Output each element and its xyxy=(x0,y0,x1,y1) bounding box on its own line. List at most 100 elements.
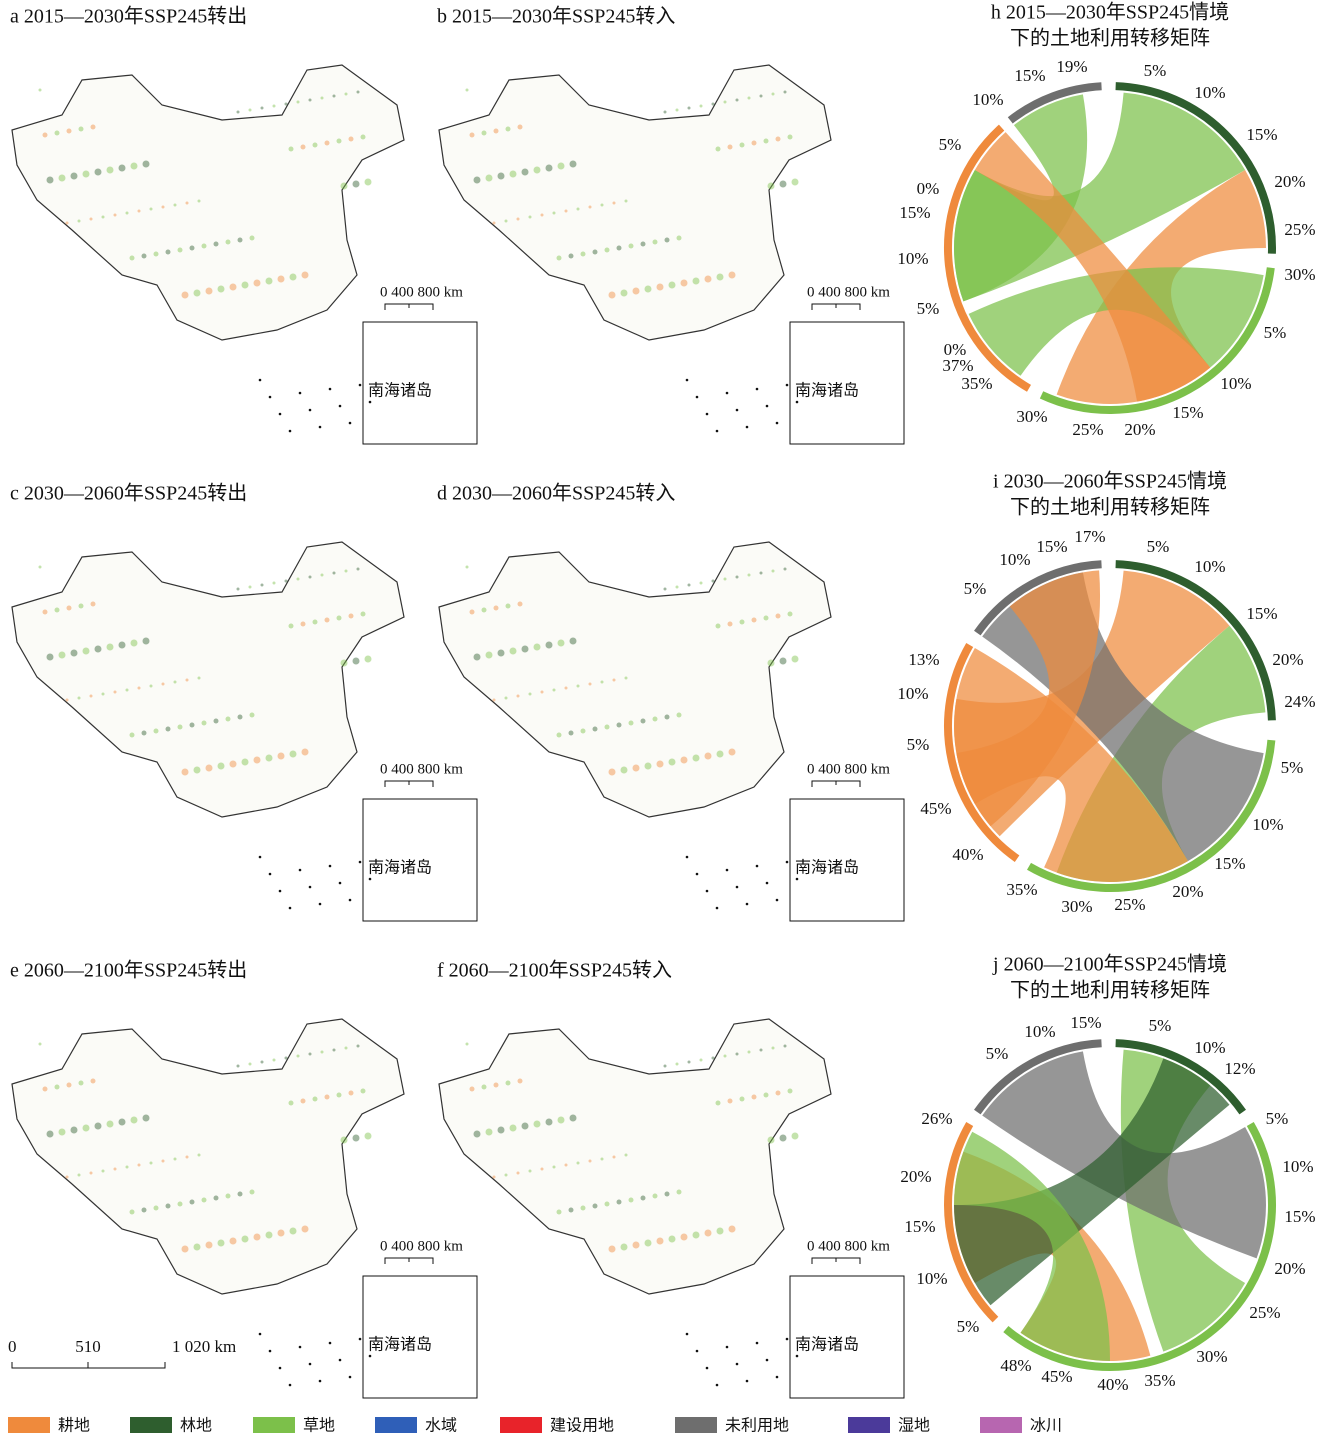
land-change-speck xyxy=(740,620,745,625)
land-change-speck xyxy=(677,713,682,718)
island xyxy=(349,422,352,425)
land-change-speck xyxy=(218,763,225,770)
island xyxy=(339,1359,342,1362)
land-change-speck xyxy=(226,240,231,245)
land-change-speck xyxy=(114,214,117,217)
land-change-speck xyxy=(613,202,616,205)
land-change-speck xyxy=(71,1127,78,1134)
island xyxy=(269,396,272,399)
land-change-speck xyxy=(593,1204,598,1209)
chord-tick-label: 25% xyxy=(1249,1303,1280,1322)
land-change-speck xyxy=(131,1117,138,1124)
land-change-speck xyxy=(768,660,775,667)
chord-tick-label: 5% xyxy=(1264,323,1287,342)
island xyxy=(289,1384,292,1387)
chord-tick-label: 5% xyxy=(1149,1016,1172,1035)
land-change-speck xyxy=(202,721,207,726)
panel-label: b 2015—2030年SSP245转入 xyxy=(437,5,675,28)
land-change-speck xyxy=(83,1125,90,1132)
land-change-speck xyxy=(752,141,757,146)
land-change-speck xyxy=(506,1081,511,1086)
land-change-speck xyxy=(780,181,787,188)
land-change-speck xyxy=(768,1137,775,1144)
land-change-speck xyxy=(541,1168,544,1171)
land-change-speck xyxy=(565,1164,568,1167)
chord-tick-label: 15% xyxy=(1070,1013,1101,1032)
land-change-speck xyxy=(78,1174,81,1177)
land-change-speck xyxy=(681,280,688,287)
land-change-speck xyxy=(505,220,508,223)
land-change-speck xyxy=(254,280,261,287)
land-change-speck xyxy=(154,252,159,257)
land-change-speck xyxy=(494,606,499,611)
land-change-speck xyxy=(278,276,285,283)
land-change-speck xyxy=(621,767,628,774)
island xyxy=(746,903,749,906)
legend-label: 草地 xyxy=(303,1416,335,1435)
land-change-speck xyxy=(130,256,135,261)
land-change-speck xyxy=(760,1049,763,1052)
land-change-speck xyxy=(186,1156,189,1159)
legend-label: 冰川 xyxy=(1030,1416,1062,1435)
land-change-speck xyxy=(261,107,264,110)
land-change-speck xyxy=(166,250,171,255)
scale-bar xyxy=(812,1258,860,1264)
land-change-speck xyxy=(47,1131,54,1138)
land-change-speck xyxy=(625,200,628,203)
land-change-speck xyxy=(130,733,135,738)
island xyxy=(756,865,759,868)
land-change-speck xyxy=(486,1129,493,1136)
china-outline xyxy=(12,542,404,817)
land-change-speck xyxy=(349,1091,354,1096)
land-change-speck xyxy=(681,757,688,764)
land-change-speck xyxy=(700,582,703,585)
land-change-speck xyxy=(114,1168,117,1171)
land-change-speck xyxy=(242,282,249,289)
land-change-speck xyxy=(102,693,105,696)
land-change-speck xyxy=(740,1097,745,1102)
land-change-speck xyxy=(114,691,117,694)
land-change-speck xyxy=(601,681,604,684)
land-change-speck xyxy=(166,1204,171,1209)
land-change-speck xyxy=(605,248,610,253)
land-change-speck xyxy=(78,220,81,223)
land-change-speck xyxy=(641,719,646,724)
land-change-speck xyxy=(250,713,255,718)
map-scale: 0 400 800 km xyxy=(807,284,890,300)
chord-tick-label: 5% xyxy=(1144,61,1167,80)
land-change-speck xyxy=(788,612,793,617)
panel-label: c 2030—2060年SSP245转出 xyxy=(10,482,247,505)
island xyxy=(359,1338,362,1341)
land-change-speck xyxy=(517,218,520,221)
land-change-speck xyxy=(705,276,712,283)
land-change-speck xyxy=(261,584,264,587)
china-outline xyxy=(439,542,831,817)
land-change-speck xyxy=(273,582,276,585)
land-change-speck xyxy=(728,1099,733,1104)
island xyxy=(349,899,352,902)
land-change-speck xyxy=(237,1065,240,1068)
land-change-speck xyxy=(119,165,126,172)
land-change-speck xyxy=(166,727,171,732)
land-change-speck xyxy=(728,145,733,150)
chord-tick-label: 20% xyxy=(1272,650,1303,669)
land-change-speck xyxy=(337,1093,342,1098)
land-change-speck xyxy=(529,216,532,219)
land-change-speck xyxy=(142,1208,147,1213)
chord-tick-label: 45% xyxy=(920,799,951,818)
land-change-speck xyxy=(486,175,493,182)
land-change-speck xyxy=(186,202,189,205)
land-change-speck xyxy=(361,135,366,140)
land-change-speck xyxy=(341,183,348,190)
island xyxy=(706,413,709,416)
land-change-speck xyxy=(337,616,342,621)
land-change-speck xyxy=(237,588,240,591)
land-change-speck xyxy=(289,147,294,152)
chord-tick-label: 40% xyxy=(952,845,983,864)
land-change-speck xyxy=(669,1236,676,1243)
land-change-speck xyxy=(466,1043,469,1046)
land-change-speck xyxy=(625,1154,628,1157)
land-change-speck xyxy=(534,644,541,651)
main-scale-bar xyxy=(12,1362,165,1368)
